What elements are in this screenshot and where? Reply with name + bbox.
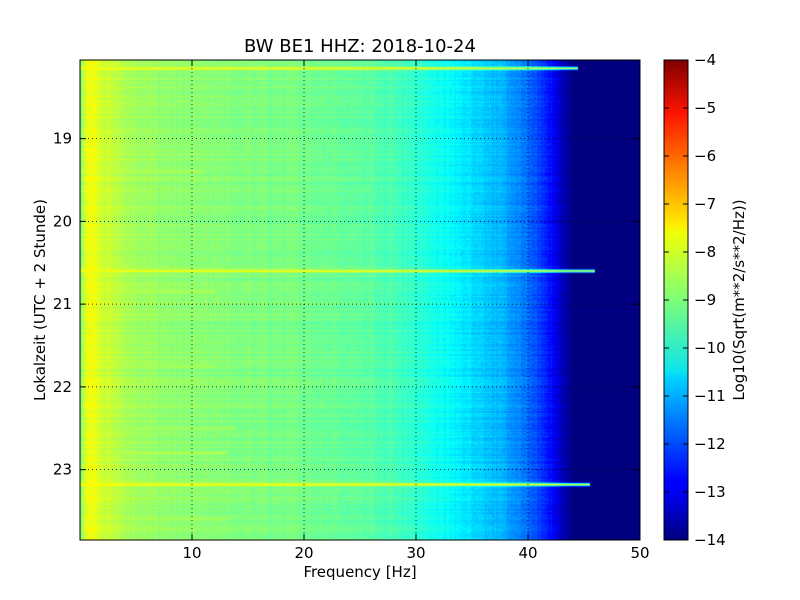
- colorbar-label: Log10(Sqrt(m**2/s**2/Hz)): [730, 199, 748, 400]
- colorbar-tick-label: −10: [694, 339, 726, 357]
- x-axis-label: Frequency [Hz]: [303, 563, 416, 581]
- plot-frame: [79, 59, 641, 541]
- x-tick-label: 20: [294, 544, 313, 562]
- y-tick-label: 20: [53, 212, 72, 230]
- x-tick-label: 50: [630, 544, 649, 562]
- chart-title: BW BE1 HHZ: 2018-10-24: [244, 36, 476, 57]
- spectrogram-heatmap: [80, 60, 640, 540]
- grid-lines: [80, 60, 640, 540]
- y-tick-label: 22: [53, 378, 72, 396]
- x-tick-label: 10: [182, 544, 201, 562]
- colorbar-tick-label: −7: [694, 195, 716, 213]
- spectrogram-plot: 10 20 30 40 50 19 20 21 22 23: [53, 59, 650, 562]
- y-tick-label: 19: [53, 130, 72, 148]
- colorbar-tick-label: −12: [694, 435, 726, 453]
- colorbar: −4 −5 −6 −7 −8 −9 −10 −11 −12 −13 −14: [663, 51, 726, 549]
- x-tick-label: 30: [406, 544, 425, 562]
- colorbar-tick-label: −14: [694, 531, 726, 549]
- y-axis-label: Lokalzeit (UTC + 2 Stunde): [31, 199, 49, 401]
- x-tick-label: 40: [518, 544, 537, 562]
- colorbar-tick-label: −8: [694, 243, 716, 261]
- colorbar-tick-label: −13: [694, 483, 726, 501]
- y-tick-label: 21: [53, 295, 72, 313]
- colorbar-tick-label: −5: [694, 99, 716, 117]
- y-tick-label: 23: [53, 461, 72, 479]
- colorbar-ticks: −4 −5 −6 −7 −8 −9 −10 −11 −12 −13 −14: [664, 51, 726, 549]
- x-axis: 10 20 30 40 50: [182, 60, 650, 562]
- y-axis: 19 20 21 22 23: [53, 130, 640, 479]
- colorbar-tick-label: −11: [694, 387, 726, 405]
- colorbar-tick-label: −6: [694, 147, 716, 165]
- colorbar-tick-label: −9: [694, 291, 716, 309]
- colorbar-tick-label: −4: [694, 51, 716, 69]
